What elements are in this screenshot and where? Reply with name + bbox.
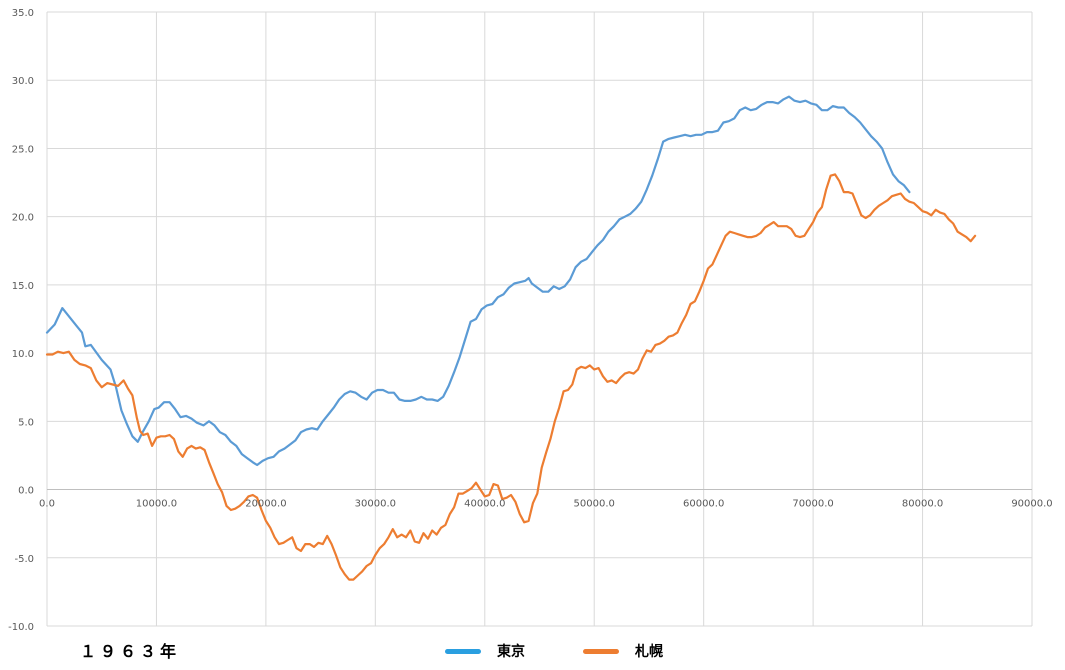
x-tick-label: 90000.0 xyxy=(1011,499,1052,510)
x-tick-label: 0.0 xyxy=(39,499,55,510)
series-line-1 xyxy=(45,173,977,581)
y-tick-label: 35.0 xyxy=(12,8,34,19)
legend-item-sapporo: 札幌 xyxy=(583,641,663,661)
y-tick-label: 0.0 xyxy=(18,486,34,497)
y-tick-label: 15.0 xyxy=(12,281,34,292)
y-tick-label: 20.0 xyxy=(12,213,34,224)
x-tick-label: 40000.0 xyxy=(464,499,505,510)
tick-labels: -10.0 -5.0 0.0 5.0 10.0 15.0 20.0 25.0 30.0 35.0 0… xyxy=(8,8,1053,633)
grid-lines xyxy=(46,11,1033,627)
y-tick-label: 5.0 xyxy=(18,417,34,428)
legend-swatch-tokyo xyxy=(445,648,481,654)
y-tick-label: 30.0 xyxy=(12,76,34,87)
x-tick-label: 30000.0 xyxy=(355,499,396,510)
y-tick-label: -5.0 xyxy=(14,554,34,565)
chart-caption: １９６３年 xyxy=(80,642,181,661)
y-tick-label: -10.0 xyxy=(8,622,34,633)
y-tick-label: 10.0 xyxy=(12,349,34,360)
legend-swatch-sapporo xyxy=(583,648,619,654)
x-tick-label: 60000.0 xyxy=(683,499,724,510)
x-tick-label: 20000.0 xyxy=(245,499,286,510)
x-tick-label: 10000.0 xyxy=(136,499,177,510)
series-layer xyxy=(45,95,977,581)
series-line-0 xyxy=(45,95,911,467)
x-tick-label: 50000.0 xyxy=(574,499,615,510)
x-tick-label: 70000.0 xyxy=(792,499,833,510)
legend-label-tokyo: 東京 xyxy=(497,644,525,660)
y-tick-label: 25.0 xyxy=(12,144,34,155)
legend-label-sapporo: 札幌 xyxy=(635,644,663,660)
legend-item-tokyo: 東京 xyxy=(445,641,525,661)
x-tick-label: 80000.0 xyxy=(902,499,943,510)
